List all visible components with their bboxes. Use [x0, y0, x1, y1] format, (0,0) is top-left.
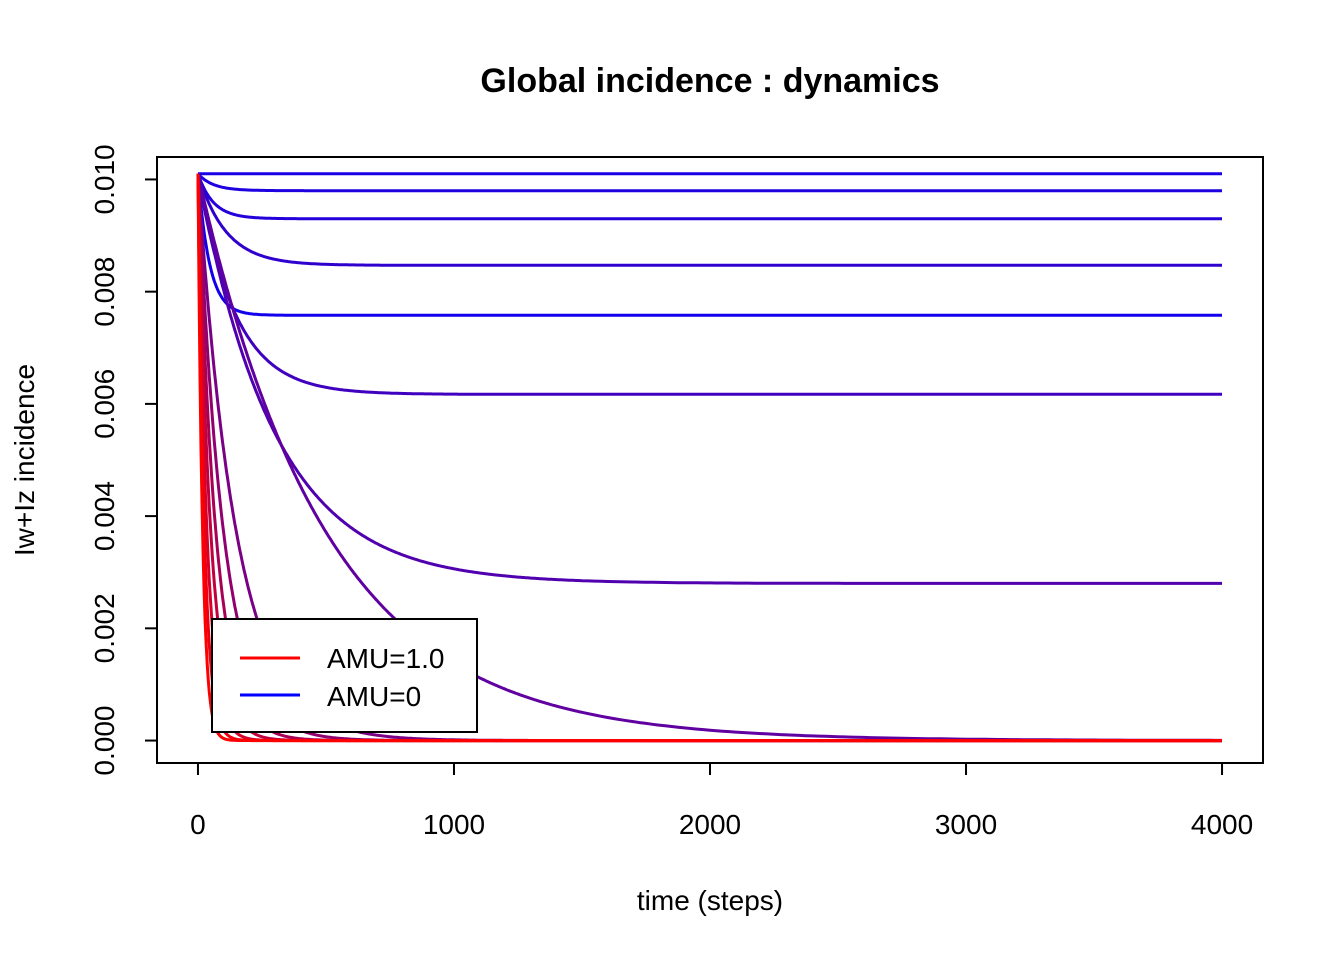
- y-axis-label: Iw+Iz incidence: [9, 364, 40, 556]
- x-tick-label: 0: [190, 809, 206, 840]
- series-layer: [196, 172, 1222, 743]
- x-tick-label: 4000: [1191, 809, 1253, 840]
- y-tick-label: 0.004: [89, 481, 120, 551]
- series-line: [196, 173, 1222, 317]
- x-tick-label: 2000: [679, 809, 741, 840]
- series-line: [196, 172, 1222, 193]
- y-tick-label: 0.010: [89, 144, 120, 214]
- chart-title: Global incidence : dynamics: [480, 62, 939, 100]
- axes-layer: 0 1000 2000 3000 4000 0.000 0.002 0.004 0.006 0.0…: [89, 144, 1253, 840]
- series-line: [196, 173, 1222, 585]
- series-line: [196, 173, 1222, 743]
- legend: AMU=1.0 AMU=0: [211, 618, 478, 733]
- plot-frame: [156, 156, 1264, 764]
- y-tick-label: 0.006: [89, 369, 120, 439]
- legend-label-amu-0: AMU=0: [327, 681, 421, 712]
- x-axis-label: time (steps): [637, 885, 783, 916]
- series-line: [196, 173, 1222, 267]
- x-tick-label: 3000: [935, 809, 997, 840]
- y-tick-label: 0.000: [89, 706, 120, 776]
- x-tick-label: 1000: [423, 809, 485, 840]
- legend-label-amu-1: AMU=1.0: [327, 643, 445, 674]
- series-line: [196, 173, 1222, 221]
- y-tick-label: 0.002: [89, 593, 120, 663]
- legend-box: [211, 618, 478, 733]
- y-tick-label: 0.008: [89, 257, 120, 327]
- series-line: [196, 173, 1222, 396]
